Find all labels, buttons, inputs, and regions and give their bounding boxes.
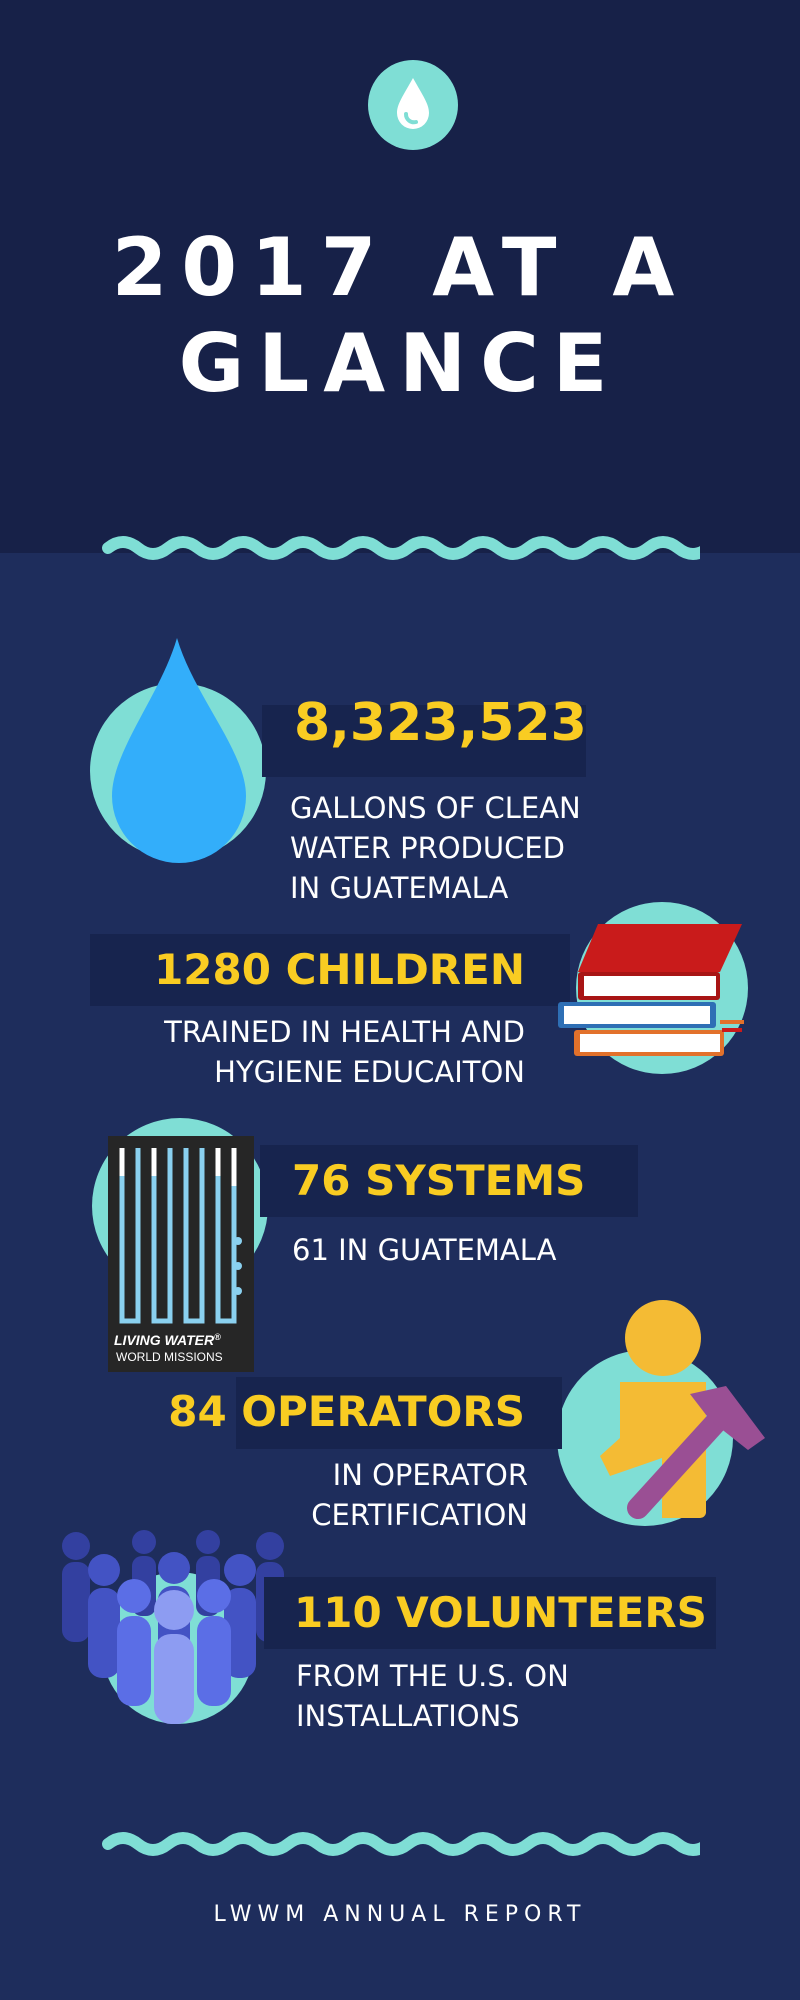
stat-band bbox=[264, 1577, 716, 1649]
desc-line: CERTIFICATION bbox=[311, 1498, 528, 1532]
stat-number-volunteers: 110 VOLUNTEERS bbox=[294, 1588, 707, 1637]
desc-line: 61 IN GUATEMALA bbox=[292, 1233, 557, 1267]
stat-description-volunteers: FROM THE U.S. ON INSTALLATIONS bbox=[296, 1656, 569, 1736]
stat-description-gallons: GALLONS OF CLEAN WATER PRODUCED IN GUATE… bbox=[290, 788, 581, 908]
page-title: 2017 AT A GLANCE bbox=[0, 220, 800, 412]
stat-band bbox=[236, 1377, 562, 1449]
desc-line: IN OPERATOR bbox=[332, 1458, 528, 1492]
desc-line: INSTALLATIONS bbox=[296, 1699, 520, 1733]
stat-band bbox=[90, 934, 570, 1006]
stat-number-children: 1280 CHILDREN bbox=[154, 945, 525, 994]
water-system-logo: LIVING WATER® WORLD MISSIONS bbox=[108, 1136, 254, 1372]
stat-band bbox=[262, 705, 586, 777]
footer-text: LWWM ANNUAL REPORT bbox=[213, 1902, 587, 1927]
stat-description-children: TRAINED IN HEALTH AND HYGIENE EDUCAITON bbox=[0, 1012, 525, 1092]
title-line-1: 2017 AT A bbox=[111, 221, 689, 314]
stat-number-operators: 84 OPERATORS bbox=[168, 1387, 525, 1436]
stat-description-operators: IN OPERATOR CERTIFICATION bbox=[0, 1455, 528, 1535]
desc-line: HYGIENE EDUCAITON bbox=[214, 1055, 525, 1089]
stat-number-gallons: 8,323,523 bbox=[294, 693, 587, 753]
stat-description-systems: 61 IN GUATEMALA bbox=[292, 1230, 556, 1270]
desc-line: TRAINED IN HEALTH AND bbox=[164, 1015, 525, 1049]
desc-line: IN GUATEMALA bbox=[290, 871, 509, 905]
people-group-icon bbox=[62, 1530, 284, 1724]
books-icon bbox=[558, 902, 748, 1074]
water-drop-illustration bbox=[90, 638, 266, 863]
logo-line-1: LIVING WATER® bbox=[114, 1332, 221, 1348]
stat-band bbox=[260, 1145, 638, 1217]
filter-pipes-icon bbox=[119, 1148, 242, 1324]
logo-registered-mark: ® bbox=[214, 1332, 221, 1342]
wave-divider-top bbox=[102, 536, 700, 560]
desc-line: GALLONS OF CLEAN bbox=[290, 791, 581, 825]
logo-name: LIVING WATER bbox=[114, 1332, 215, 1348]
desc-line: WATER PRODUCED bbox=[290, 831, 566, 865]
desc-line: FROM THE U.S. ON bbox=[296, 1659, 569, 1693]
logo-line-2: WORLD MISSIONS bbox=[116, 1350, 223, 1364]
stat-number-systems: 76 SYSTEMS bbox=[292, 1156, 586, 1205]
wave-divider-bottom bbox=[102, 1832, 700, 1856]
water-drop-icon bbox=[368, 60, 458, 150]
worker-hammer-icon bbox=[557, 1300, 765, 1526]
title-line-2: GLANCE bbox=[178, 317, 622, 410]
